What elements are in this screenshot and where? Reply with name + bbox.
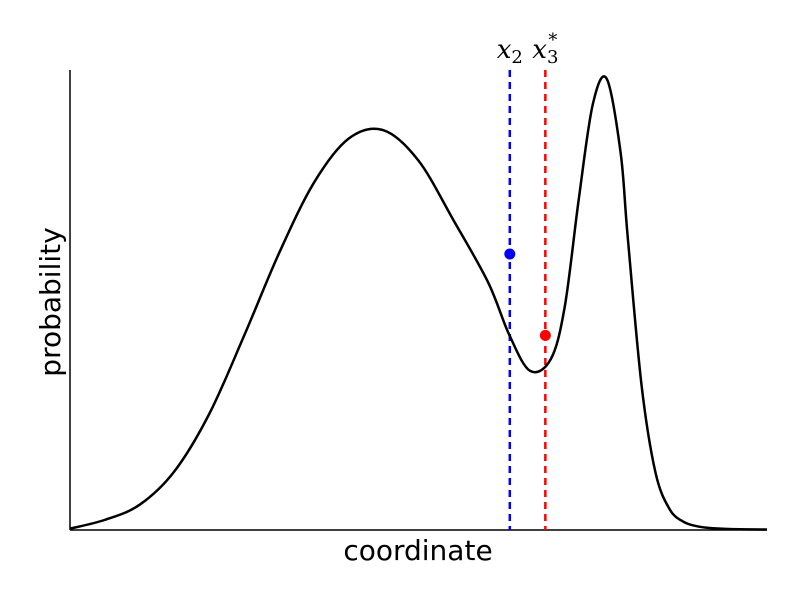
density-curve	[69, 75, 768, 531]
x-axis-label: coordinate	[343, 534, 492, 567]
marker-point-x2	[504, 248, 516, 260]
marker-lines	[508, 70, 547, 530]
marker-point-x3-star	[539, 329, 551, 341]
y-axis-label: probability	[34, 227, 67, 376]
marker-label-x2: x2	[497, 35, 523, 68]
plot-area	[69, 70, 768, 531]
marker-points	[504, 248, 551, 341]
marker-label-x3-star: x3*	[532, 30, 558, 68]
